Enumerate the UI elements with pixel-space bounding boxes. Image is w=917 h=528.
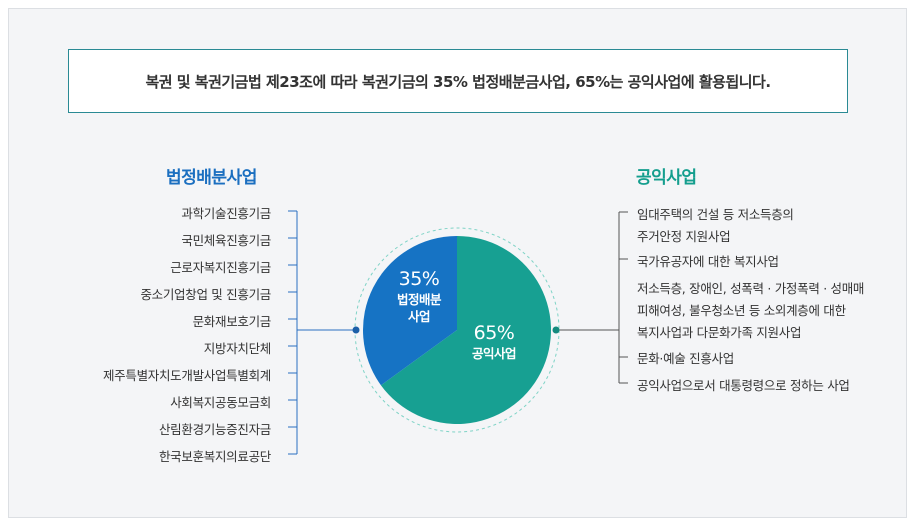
pie-label-public: 65% 공익사업 xyxy=(456,321,532,362)
pie-name-statutory-2: 사업 xyxy=(407,309,431,324)
pie-name-public: 공익사업 xyxy=(471,346,517,361)
public-item-line: 문화·예술 진흥사업 xyxy=(637,351,734,366)
public-item-line: 복지사업과 다문화가족 지원사업 xyxy=(637,325,802,340)
pie-slice xyxy=(380,236,551,424)
public-projects-title: 공익사업 xyxy=(636,168,697,188)
public-item-line: 주거안정 지원사업 xyxy=(637,229,731,244)
statutory-item: 근로자복지진흥기금 xyxy=(170,260,271,275)
pie-label-statutory: 35% 법정배분 사업 xyxy=(386,267,452,325)
pie-slice xyxy=(363,236,457,386)
statutory-item: 한국보훈복지의료공단 xyxy=(158,449,271,464)
statutory-item: 과학기술진흥기금 xyxy=(181,206,271,221)
statutory-item: 사회복지공동모금회 xyxy=(170,395,271,410)
public-item-line: 공익사업으로서 대통령령으로 정하는 사업 xyxy=(637,378,850,393)
notice-text: 복권 및 복권기금법 제23조에 따라 복권기금의 35% 법정배분금사업, 6… xyxy=(145,72,771,91)
statutory-item: 지방자치단체 xyxy=(203,341,272,356)
pie-name-statutory-1: 법정배분 xyxy=(396,292,442,307)
statutory-item: 산림환경기능증진자금 xyxy=(158,422,271,437)
statutory-item: 중소기업창업 및 진흥기금 xyxy=(140,287,271,302)
public-item-line: 피해여성, 불우청소년 등 소외계층에 대한 xyxy=(637,303,846,318)
public-item-line: 국가유공자에 대한 복지사업 xyxy=(637,254,779,269)
public-item-line: 저소득층, 장애인, 성폭력 · 가정폭력 · 성매매 xyxy=(637,281,865,296)
statutory-item: 제주특별자치도개발사업특별회계 xyxy=(102,368,271,383)
pie-pct-statutory: 35% xyxy=(398,268,440,290)
public-item-line: 임대주택의 건설 등 저소득층의 xyxy=(637,207,794,222)
pie-pct-public: 65% xyxy=(473,322,515,344)
notice-box: 복권 및 복권기금법 제23조에 따라 복권기금의 35% 법정배분금사업, 6… xyxy=(68,49,848,113)
statutory-item: 국민체육진흥기금 xyxy=(181,233,271,248)
right-connector-dot xyxy=(552,326,560,334)
statutory-item: 문화재보호기금 xyxy=(192,314,272,329)
statutory-projects-title: 법정배분사업 xyxy=(166,168,257,188)
left-connector-dot xyxy=(352,326,360,334)
